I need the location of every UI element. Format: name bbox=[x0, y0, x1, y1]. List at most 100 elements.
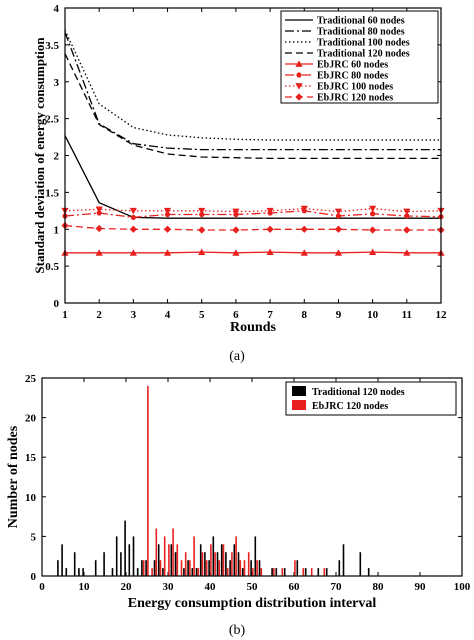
legend: Traditional 120 nodes EbJRC 120 nodes bbox=[285, 381, 457, 416]
bar bbox=[142, 560, 145, 576]
series-traditional-120-nodes bbox=[64, 53, 441, 160]
marker-circle bbox=[96, 210, 102, 216]
y-tick-label: 15 bbox=[25, 452, 37, 464]
panel-b-histogram: 0 5 10 15 20 25 0 10 20 30 40 50 60 70 80 90 100 Traditio… bbox=[6, 373, 471, 638]
series-line bbox=[64, 207, 442, 213]
x-tick-label: 30 bbox=[163, 581, 175, 593]
bar bbox=[201, 552, 204, 576]
bar bbox=[57, 560, 59, 576]
y-tick-label: 3 bbox=[54, 77, 60, 89]
y-tick-label: 10 bbox=[25, 492, 37, 504]
marker-diamond bbox=[369, 226, 377, 234]
legend-label: EbJRC 60 nodes bbox=[317, 60, 388, 71]
bar bbox=[220, 544, 223, 576]
marker-diamond bbox=[129, 225, 137, 233]
y-tick-label: 25 bbox=[25, 373, 37, 385]
bar bbox=[153, 560, 156, 576]
bar bbox=[208, 560, 210, 576]
x-tick-label: 20 bbox=[121, 581, 133, 593]
y-tick-label: 1 bbox=[54, 224, 60, 236]
marker-triangle-down bbox=[403, 208, 411, 216]
y-tick-label: 0 bbox=[31, 571, 37, 583]
y-tick-label: 3.5 bbox=[45, 40, 59, 52]
y-tick-label: 0.5 bbox=[45, 261, 59, 273]
bar bbox=[323, 568, 326, 576]
bar bbox=[128, 544, 131, 576]
marker-triangle-down bbox=[369, 205, 377, 213]
bar bbox=[231, 552, 233, 576]
series-line bbox=[64, 29, 441, 141]
legend-box bbox=[280, 10, 439, 104]
marker-diamond bbox=[403, 226, 411, 234]
marker-triangle-up bbox=[129, 249, 137, 256]
bar bbox=[256, 560, 258, 576]
plot-frame bbox=[64, 7, 442, 304]
legend-label: Traditional 60 nodes bbox=[317, 16, 405, 27]
bar bbox=[225, 552, 227, 576]
bar bbox=[94, 560, 97, 576]
legend-label: EbJRC 100 nodes bbox=[317, 82, 393, 93]
bar bbox=[273, 568, 275, 576]
marker-triangle-up bbox=[369, 248, 377, 255]
x-tick-label: 11 bbox=[402, 309, 412, 321]
marker-triangle-up bbox=[266, 248, 274, 255]
marker-diamond bbox=[232, 226, 240, 234]
marker-triangle-down bbox=[129, 207, 137, 215]
bar bbox=[212, 536, 215, 576]
marker-triangle-up bbox=[403, 249, 411, 256]
y-tick-label: 0 bbox=[54, 298, 60, 310]
plot-frame bbox=[41, 377, 463, 577]
y-tick-label: 2 bbox=[54, 151, 60, 163]
bar bbox=[115, 536, 118, 576]
x-tick-label: 10 bbox=[79, 581, 91, 593]
x-tick-label: 60 bbox=[289, 581, 301, 593]
marker-triangle-up bbox=[300, 249, 308, 256]
bar bbox=[317, 568, 320, 576]
bar bbox=[170, 544, 173, 576]
x-tick-label: 2 bbox=[96, 309, 102, 321]
marker-diamond bbox=[334, 225, 343, 233]
series-line bbox=[65, 251, 441, 254]
bar-series-ebjrc-120-nodes bbox=[142, 385, 326, 576]
bar bbox=[172, 528, 174, 576]
bar bbox=[271, 568, 273, 576]
series-line bbox=[64, 135, 441, 219]
marker-circle bbox=[335, 213, 342, 219]
bar bbox=[124, 520, 126, 576]
x-tick-label: 12 bbox=[436, 309, 448, 321]
marker-triangle-down bbox=[163, 207, 172, 215]
bar bbox=[82, 568, 84, 576]
series-traditional-60-nodes bbox=[64, 135, 441, 219]
x-tick-label: 5 bbox=[199, 309, 205, 321]
bar bbox=[136, 568, 139, 576]
x-tick-label: 6 bbox=[233, 309, 239, 321]
bar bbox=[294, 560, 296, 576]
x-tick-label: 4 bbox=[165, 309, 171, 321]
bar bbox=[191, 568, 194, 576]
series-line bbox=[64, 32, 441, 151]
marker-triangle-up bbox=[295, 60, 303, 67]
legend-label: Traditional 80 nodes bbox=[317, 27, 405, 38]
bar bbox=[176, 544, 179, 576]
marker-triangle-up bbox=[163, 249, 172, 256]
bar bbox=[159, 560, 162, 576]
bar bbox=[304, 568, 307, 576]
y-tick-label: 1.5 bbox=[45, 187, 59, 199]
x-tick-label: 100 bbox=[454, 581, 471, 593]
bar bbox=[296, 560, 299, 576]
legend-label: Traditional 100 nodes bbox=[317, 38, 410, 49]
x-tick-label: 80 bbox=[373, 581, 385, 593]
marker-triangle-up bbox=[198, 248, 206, 255]
series-traditional-80-nodes bbox=[64, 32, 441, 151]
bar bbox=[151, 568, 153, 576]
marker-triangle-down bbox=[334, 208, 343, 216]
bar bbox=[325, 568, 328, 576]
marker-diamond bbox=[300, 225, 308, 233]
series-line bbox=[64, 210, 442, 219]
marker-diamond bbox=[266, 225, 274, 233]
bar bbox=[243, 560, 246, 576]
bar bbox=[226, 568, 229, 576]
x-tick-label: 7 bbox=[267, 309, 273, 321]
x-tick-label: 0 bbox=[39, 581, 45, 593]
bar bbox=[162, 568, 164, 576]
